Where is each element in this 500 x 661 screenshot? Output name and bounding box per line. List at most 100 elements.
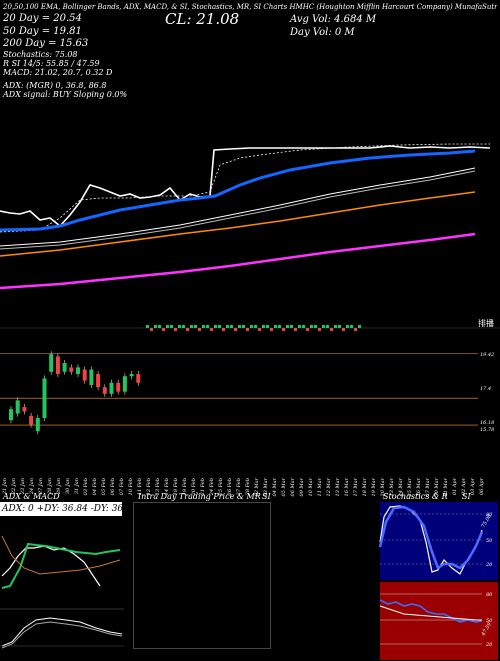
date-tick: 06 Mar xyxy=(290,478,296,497)
adx-values: ADX: 0 +DY: 36.84 -DY: 36.84 xyxy=(0,502,122,516)
volume-bar xyxy=(354,328,357,331)
candle-body xyxy=(76,367,80,374)
mr-panel-title: Intra Day Trading Price & MR xyxy=(138,492,261,501)
stochastics-label: Stochastics: 75.08 xyxy=(3,50,78,59)
volume-bar xyxy=(206,325,209,328)
volume-bar xyxy=(154,325,157,328)
ema100-line xyxy=(0,191,476,257)
volume-bar xyxy=(270,328,273,331)
stoch-panel-title: Stochastics & R xyxy=(383,492,448,501)
rsi-tick: 50 xyxy=(486,618,493,624)
volume-bar xyxy=(166,325,169,328)
volume-bar xyxy=(258,328,261,331)
macd-label: MACD: 21.02, 20.7, 0.32 D xyxy=(3,68,113,77)
volume-bar xyxy=(274,325,277,328)
candle-body xyxy=(69,367,74,372)
candle-body xyxy=(82,369,87,381)
candle-body xyxy=(62,363,67,372)
ema50-band xyxy=(0,170,476,250)
candle-body xyxy=(102,387,107,394)
ema50-line xyxy=(0,167,476,247)
date-tick: 18 Mar xyxy=(362,478,368,497)
volume-bar xyxy=(182,325,185,328)
volume-bar xyxy=(230,325,233,328)
adx-line xyxy=(1,535,121,575)
date-tick: 04 Mar xyxy=(272,478,278,497)
volume-bar xyxy=(198,328,201,331)
volume-bar xyxy=(338,325,341,328)
volume-bar xyxy=(254,325,257,328)
chart-title: 20,50,100 EMA, Bollinger Bands, ADX, MAC… xyxy=(3,3,497,11)
candle-body xyxy=(116,382,121,392)
ema20-line xyxy=(0,149,476,232)
mr-si-label: SI xyxy=(262,492,271,501)
candle-body xyxy=(22,407,27,412)
close-label: CL: 21.08 xyxy=(165,10,240,28)
volume-bar xyxy=(262,325,265,328)
stoch-tick: 80 xyxy=(486,512,493,518)
volume-bar xyxy=(214,325,217,328)
date-tick: 12 Mar xyxy=(326,478,332,497)
macd-line xyxy=(1,617,123,647)
date-tick: 17 Mar xyxy=(353,478,359,497)
date-tick: 11 Mar xyxy=(317,478,323,497)
candle-body xyxy=(96,374,101,388)
date-tick: 09 Mar xyxy=(299,478,305,497)
adx-label: ADX: (MGR) 0, 36.8, 86.8 xyxy=(3,81,107,90)
price-level-2: 17.4 xyxy=(480,386,492,392)
candle-body xyxy=(42,378,47,418)
volume-bar xyxy=(146,325,149,328)
rsi-label: R SI 14/5: 55.85 / 47.59 xyxy=(3,59,100,68)
stochastic-d-line xyxy=(378,505,484,570)
ema-50-label: 50 Day = 19.81 xyxy=(3,26,82,37)
candle-body xyxy=(29,415,34,425)
volume-bar xyxy=(210,328,213,331)
volume-bar xyxy=(350,325,353,328)
date-tick: 04 Feb xyxy=(92,478,98,496)
volume-bar xyxy=(238,325,241,328)
macd-signal-line xyxy=(1,621,123,649)
volume-bar xyxy=(246,328,249,331)
stoch-si-label: SI xyxy=(462,492,471,501)
volume-bar xyxy=(202,325,205,328)
volume-bar xyxy=(250,325,253,328)
volume-bar xyxy=(326,325,329,328)
volume-bar xyxy=(318,328,321,331)
avg-volume-label: Avg Vol: 4.684 M xyxy=(290,14,377,25)
ema200-line xyxy=(0,232,476,290)
date-tick: 31 Jan xyxy=(74,478,80,495)
volume-bar xyxy=(158,325,161,328)
candle-body xyxy=(109,382,114,394)
volume-bar xyxy=(310,325,313,328)
candle-body xyxy=(55,356,60,374)
volume-bar xyxy=(342,328,345,331)
adx-macd-chart xyxy=(0,535,124,649)
date-tick: 13 Mar xyxy=(335,478,341,497)
volume-bar xyxy=(302,325,305,328)
volume-bar xyxy=(218,325,221,328)
volume-bar xyxy=(314,325,317,328)
rsi-line xyxy=(379,599,483,623)
volume-bar xyxy=(290,325,293,328)
volume-bar xyxy=(346,325,349,328)
date-tick: 06 Feb xyxy=(110,478,116,496)
volume-bar xyxy=(178,325,181,328)
candle-body xyxy=(129,374,134,377)
date-tick: 10 Mar xyxy=(308,478,314,497)
date-tick: 30 Jan xyxy=(65,478,71,495)
volume-bar xyxy=(306,328,309,331)
volume-bar xyxy=(334,325,337,328)
volume-bar xyxy=(278,325,281,328)
volume-bar xyxy=(234,328,237,331)
ema-200-label: 200 Day = 15.63 xyxy=(3,38,89,49)
volume-bar xyxy=(282,328,285,331)
adx-panel-title: ADX & MACD xyxy=(3,492,60,501)
date-tick: 05 Feb xyxy=(101,478,107,496)
volume-bar xyxy=(190,325,193,328)
date-tick: 10 Feb xyxy=(128,478,134,496)
volume-bar xyxy=(242,325,245,328)
date-tick: 16 Mar xyxy=(344,478,350,497)
date-tick: 07 Feb xyxy=(119,478,125,496)
date-tick: 01 Apr xyxy=(452,478,458,496)
